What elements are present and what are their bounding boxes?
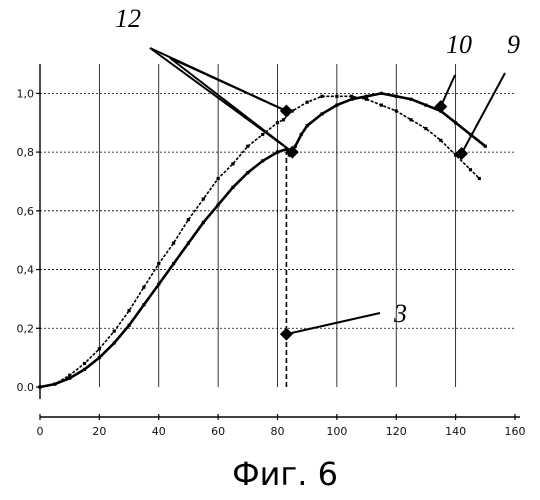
series-9-point <box>127 309 130 312</box>
series-10-point <box>53 382 56 385</box>
series-10-point <box>294 145 297 148</box>
series-9-point <box>350 95 353 98</box>
series-10-point <box>454 121 457 124</box>
series-10-point <box>380 92 383 95</box>
series-10-point <box>217 203 220 206</box>
series-10-point <box>231 186 234 189</box>
y-tick-label: 0,8 <box>17 146 35 159</box>
series-10-point <box>484 145 487 148</box>
series-10-point <box>409 98 412 101</box>
callout-marker-10 <box>434 100 447 113</box>
series-9-point <box>276 121 279 124</box>
series-9-point <box>335 95 338 98</box>
series-10-point <box>157 283 160 286</box>
series-10-point <box>187 242 190 245</box>
series-9-point <box>320 95 323 98</box>
series-10-point <box>424 104 427 107</box>
series-10-point <box>246 171 249 174</box>
series-9-point <box>395 109 398 112</box>
series-9-point <box>202 197 205 200</box>
series-9-point <box>439 139 442 142</box>
series-layer <box>38 92 487 389</box>
series-9-point <box>246 145 249 148</box>
x-tick-label: 100 <box>326 425 347 438</box>
series-10-point <box>276 150 279 153</box>
x-tick-label: 160 <box>505 425 526 438</box>
series-10-point <box>83 368 86 371</box>
series-9-point <box>172 242 175 245</box>
series-9-point <box>478 177 481 180</box>
series-10-point <box>395 95 398 98</box>
x-tick-label: 20 <box>92 425 106 438</box>
callout-marker-12 <box>280 104 293 117</box>
figure-caption: Фиг. 6 <box>232 455 338 493</box>
series-9-point <box>157 262 160 265</box>
y-tick-label: 0,6 <box>17 205 35 218</box>
callout-marker-9 <box>455 147 468 160</box>
series-9-point <box>231 162 234 165</box>
leader-line <box>462 73 505 154</box>
y-tick-label: 0,4 <box>17 264 35 277</box>
series-10-point <box>172 262 175 265</box>
axes: 0 20 40 60 80 100 120 140 160 0.0 0,2 0,4 0,6 0,8 1,0 <box>17 64 526 438</box>
series-line-10 <box>40 93 485 387</box>
series-10-point <box>202 221 205 224</box>
leader-lines <box>150 48 505 334</box>
series-9-point <box>380 104 383 107</box>
x-tick-label: 0 <box>37 425 44 438</box>
series-9-point <box>365 98 368 101</box>
series-9-point <box>424 127 427 130</box>
x-tick-label: 120 <box>386 425 407 438</box>
series-10-point <box>300 133 303 136</box>
callout-label-10: 10 <box>446 30 472 59</box>
series-10-point <box>98 356 101 359</box>
x-tick-label: 40 <box>152 425 166 438</box>
series-10-point <box>261 159 264 162</box>
y-tick-label: 1,0 <box>17 87 35 100</box>
series-10-point <box>350 98 353 101</box>
series-9-point <box>187 218 190 221</box>
series-10-point <box>38 385 41 388</box>
series-10-point <box>365 95 368 98</box>
series-10-point <box>306 124 309 127</box>
series-9-point <box>282 118 285 121</box>
series-9-point <box>142 286 145 289</box>
callout-label-9: 9 <box>507 30 520 59</box>
series-9-point <box>98 347 101 350</box>
series-line-9 <box>40 96 479 387</box>
series-10-point <box>68 377 71 380</box>
series-9-point <box>83 362 86 365</box>
x-tick-label: 60 <box>211 425 225 438</box>
series-9-point <box>469 168 472 171</box>
x-tick-label: 140 <box>445 425 466 438</box>
callout-marker-3 <box>280 328 293 341</box>
y-tick-label: 0.0 <box>17 381 35 394</box>
callout-label-12: 12 <box>115 4 141 33</box>
leader-line <box>286 313 380 334</box>
series-9-point <box>261 133 264 136</box>
series-10-point <box>127 324 130 327</box>
leader-line <box>441 75 455 107</box>
series-10-point <box>113 341 116 344</box>
series-9-point <box>409 118 412 121</box>
series-10-point <box>142 303 145 306</box>
series-9-point <box>113 330 116 333</box>
y-tick-label: 0,2 <box>17 322 35 335</box>
callout-markers <box>280 100 468 341</box>
x-tick-label: 80 <box>271 425 285 438</box>
series-10-point <box>320 112 323 115</box>
series-10-point <box>335 104 338 107</box>
series-9-point <box>217 177 220 180</box>
series-9-point <box>306 101 309 104</box>
callout-label-3: 3 <box>393 299 407 328</box>
